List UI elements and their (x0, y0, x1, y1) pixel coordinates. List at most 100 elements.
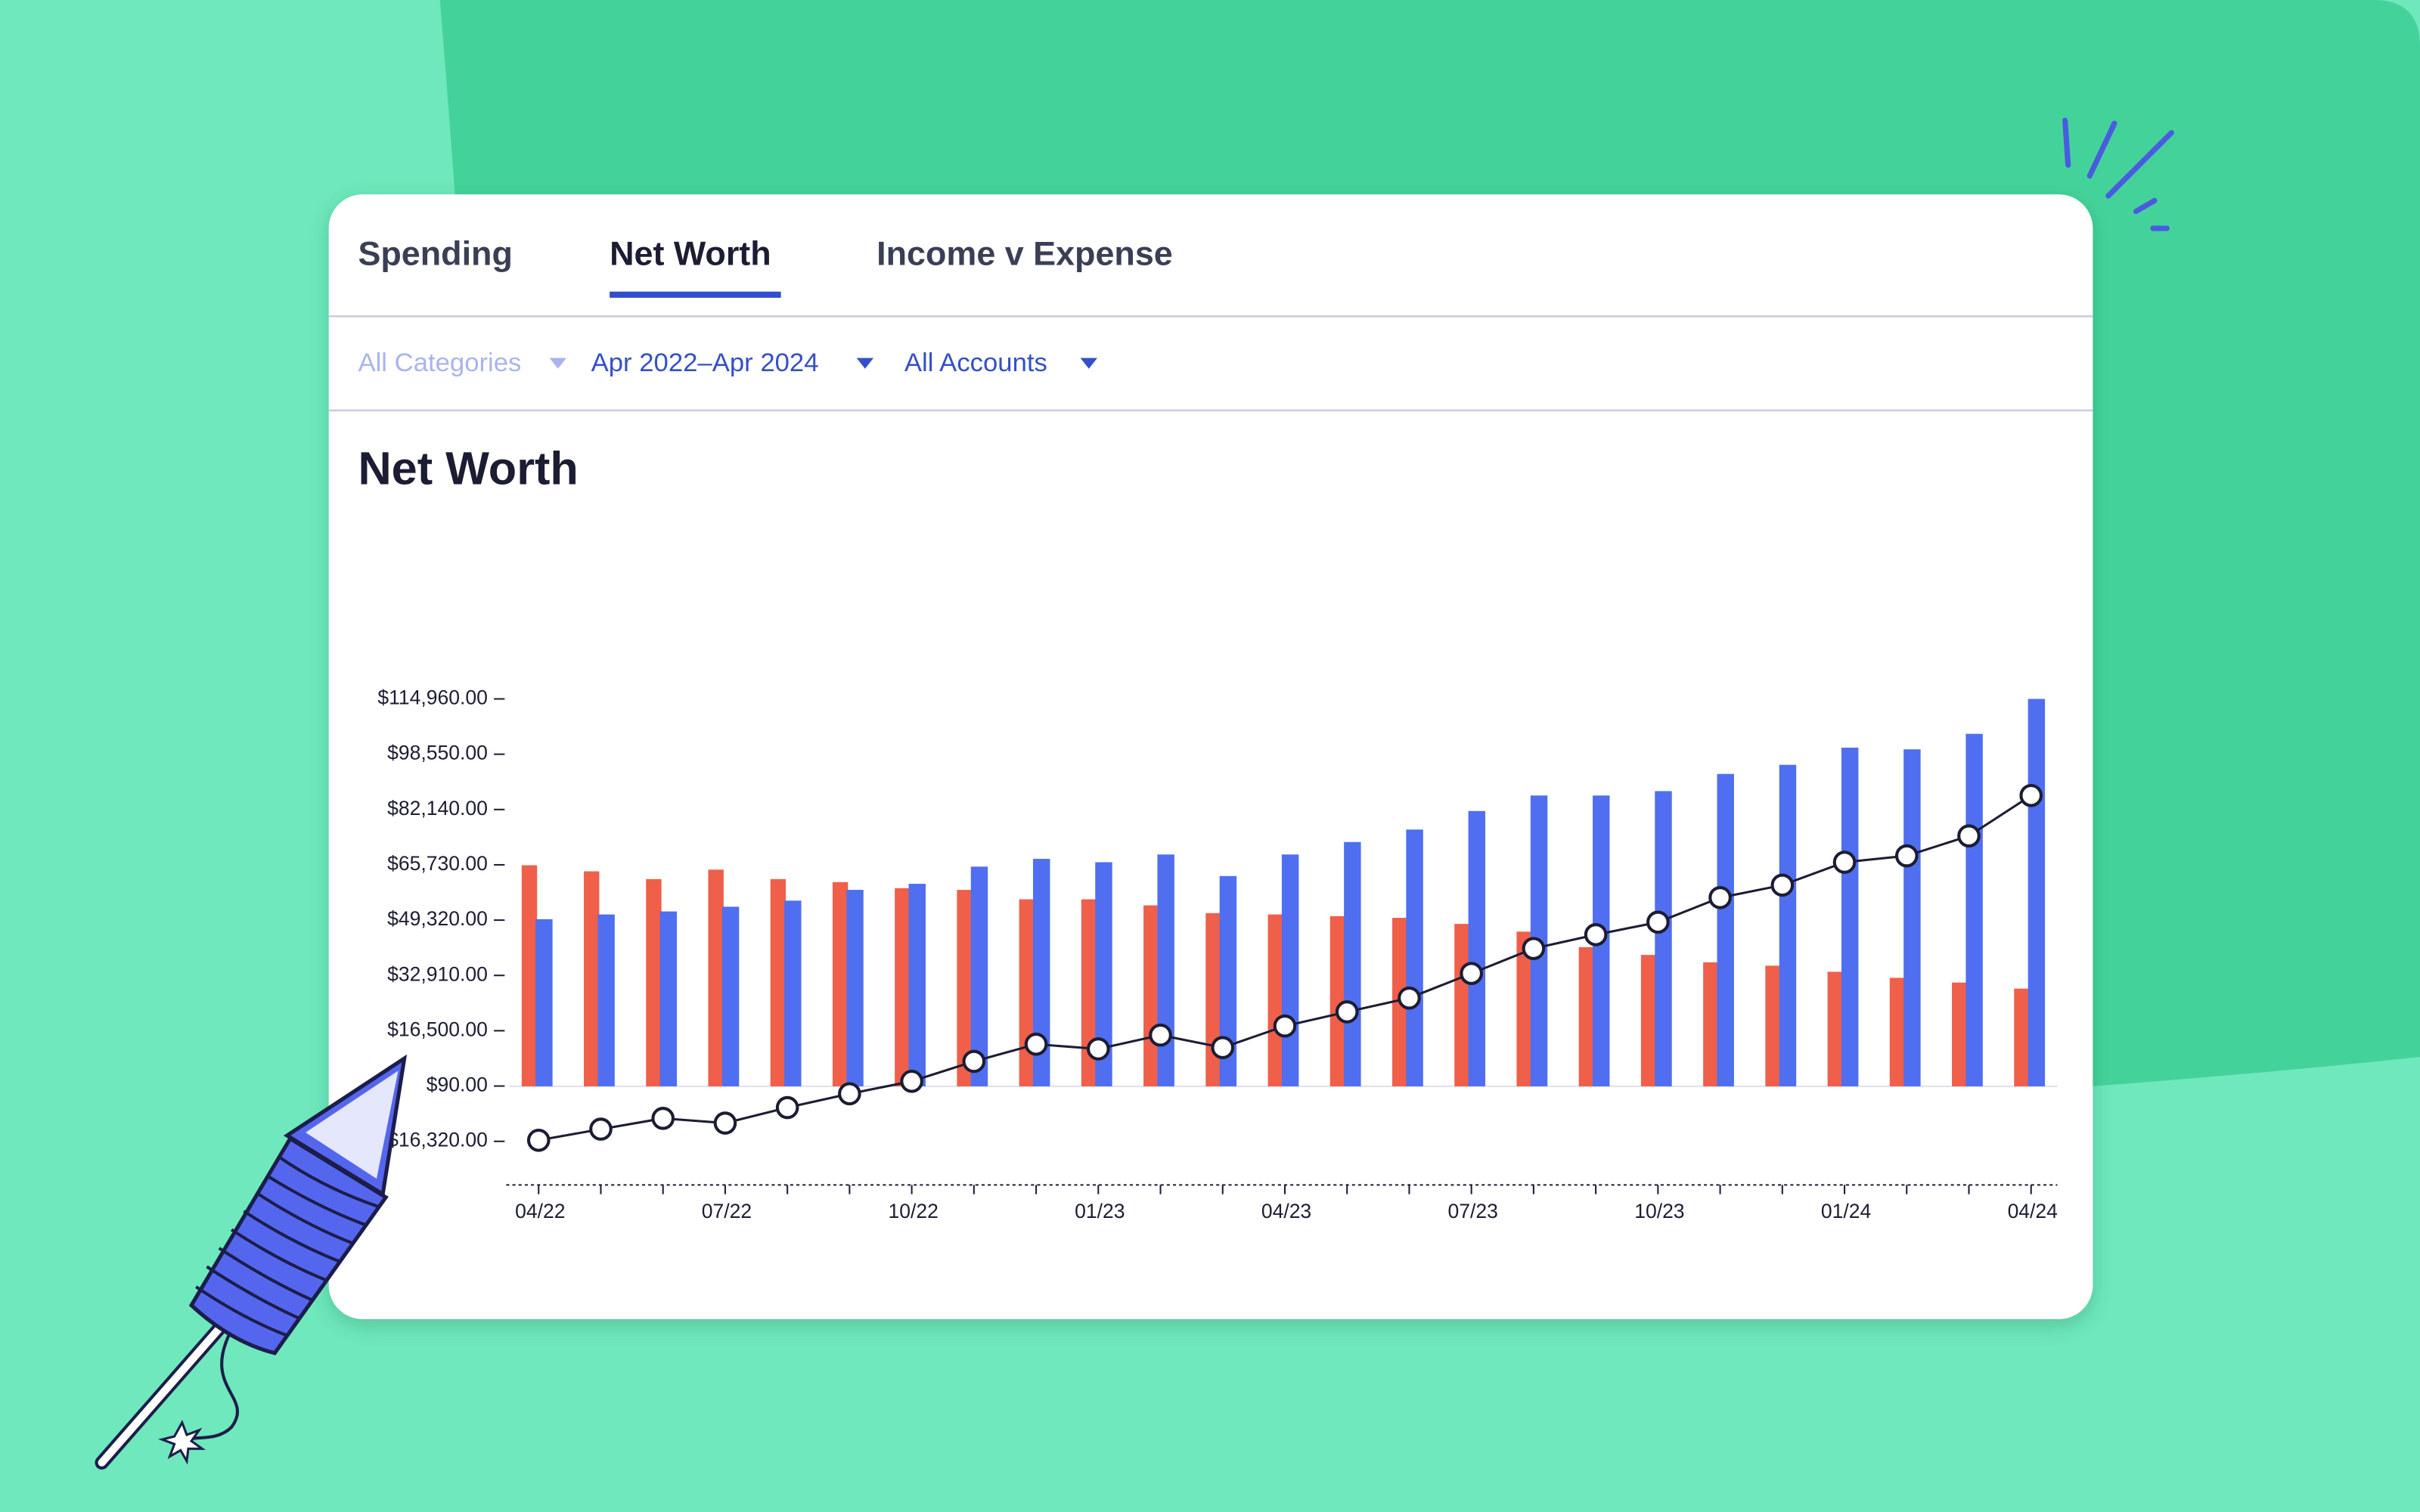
net-worth-point (775, 1095, 799, 1120)
y-tick-label: $98,550.00 (387, 742, 488, 764)
net-worth-point (1211, 1036, 1235, 1059)
y-tick-label: $49,320.00 (387, 907, 488, 930)
net-worth-point (1460, 962, 1483, 985)
x-tick-label: 01/23 (1075, 1200, 1125, 1222)
bar (2014, 988, 2030, 1086)
net-worth-point (713, 1111, 737, 1135)
bar (846, 890, 864, 1086)
dropdown-arrow (549, 358, 566, 369)
bar (1468, 810, 1486, 1086)
net-worth-point (2019, 783, 2043, 807)
net-worth-point (1957, 824, 1981, 848)
net-worth-point (1770, 873, 1795, 897)
x-tick-label: 04/23 (1261, 1200, 1311, 1222)
bar (1143, 905, 1159, 1086)
filter[interactable]: Apr 2022–Apr 2024 (591, 349, 819, 377)
net-worth-point (1646, 910, 1670, 934)
x-tick-label: 07/23 (1448, 1200, 1498, 1222)
bar (597, 914, 615, 1086)
bar (708, 869, 724, 1086)
y-tick-label: $32,910.00 (387, 962, 488, 985)
bar (2028, 699, 2046, 1086)
net-worth-point (1584, 923, 1608, 947)
net-worth-point (1894, 844, 1919, 868)
filter[interactable]: All Categories (358, 349, 521, 377)
chart-title: Net Worth (358, 443, 578, 494)
bar (1655, 791, 1672, 1086)
net-worth-point (838, 1082, 861, 1106)
bar (1157, 854, 1174, 1086)
y-tick-label: $82,140.00 (387, 797, 488, 820)
bar (1329, 916, 1346, 1086)
net-worth-point (962, 1049, 986, 1074)
x-tick-label: 10/23 (1634, 1200, 1684, 1222)
net-worth-point (1086, 1037, 1110, 1061)
dropdown-arrow (1080, 358, 1098, 369)
x-tick-label: 04/22 (515, 1200, 565, 1222)
bar (535, 919, 553, 1086)
bar (584, 871, 600, 1086)
tab[interactable]: Income v Expense (876, 234, 1173, 273)
bar (970, 866, 988, 1086)
bar (721, 906, 740, 1086)
bar (1765, 965, 1781, 1086)
chart: $114,960.00 $98,550.00 $82,140.00 $65,730.0… (377, 686, 2058, 1223)
net-worth-point (900, 1069, 923, 1093)
bar (1779, 764, 1797, 1086)
bar (1344, 841, 1361, 1086)
bar (1406, 829, 1423, 1086)
bar (770, 878, 786, 1086)
y-tick-label: $16,500.00 (387, 1018, 488, 1040)
net-worth-point (1335, 1000, 1359, 1024)
bar (1281, 854, 1299, 1086)
net-worth-point (1832, 850, 1857, 874)
bar (784, 900, 802, 1086)
bar (1032, 859, 1050, 1086)
bar (1889, 978, 1906, 1086)
bar (521, 865, 538, 1086)
bar (1717, 773, 1734, 1086)
net-worth-point (1398, 986, 1421, 1010)
bar (646, 878, 662, 1086)
x-tick-label: 04/24 (2008, 1200, 2058, 1222)
net-worth-point (1149, 1023, 1172, 1047)
bar (1267, 914, 1283, 1086)
bar (1454, 924, 1470, 1086)
bar (908, 884, 926, 1086)
bar (1952, 982, 1968, 1086)
net-worth-point (1273, 1014, 1297, 1038)
net-worth-point (1522, 937, 1546, 960)
x-tick-label: 01/24 (1821, 1200, 1871, 1222)
bar (1965, 733, 1983, 1086)
bar (659, 911, 678, 1086)
y-tick-label: -$16,320.00 (380, 1129, 488, 1151)
bar (1841, 747, 1859, 1086)
x-tick-label: 10/22 (888, 1200, 938, 1222)
bar (1827, 971, 1843, 1086)
bar (1578, 947, 1595, 1086)
tab[interactable]: Spending (358, 234, 512, 273)
sparks (2062, 117, 2174, 231)
net-worth-point (1024, 1032, 1048, 1056)
dropdown-arrow (856, 358, 874, 369)
bar (957, 890, 973, 1086)
bar (1019, 899, 1035, 1086)
net-worth-point (651, 1106, 675, 1130)
x-tick-label: 07/22 (702, 1200, 752, 1222)
bar (895, 888, 911, 1086)
bar (1205, 912, 1221, 1086)
bar (1516, 931, 1532, 1086)
net-worth-point (589, 1117, 613, 1141)
filter[interactable]: All Accounts (904, 349, 1047, 377)
y-tick-label: $90.00 (427, 1074, 488, 1096)
bar (1903, 749, 1921, 1086)
bar (1640, 955, 1657, 1086)
y-tick-label: $114,960.00 (377, 686, 488, 709)
rocket-illustration (95, 1054, 408, 1470)
net-worth-point (1708, 886, 1732, 909)
bar (1703, 962, 1719, 1086)
bar (1095, 862, 1112, 1086)
tab-active[interactable]: Net Worth (610, 234, 771, 273)
